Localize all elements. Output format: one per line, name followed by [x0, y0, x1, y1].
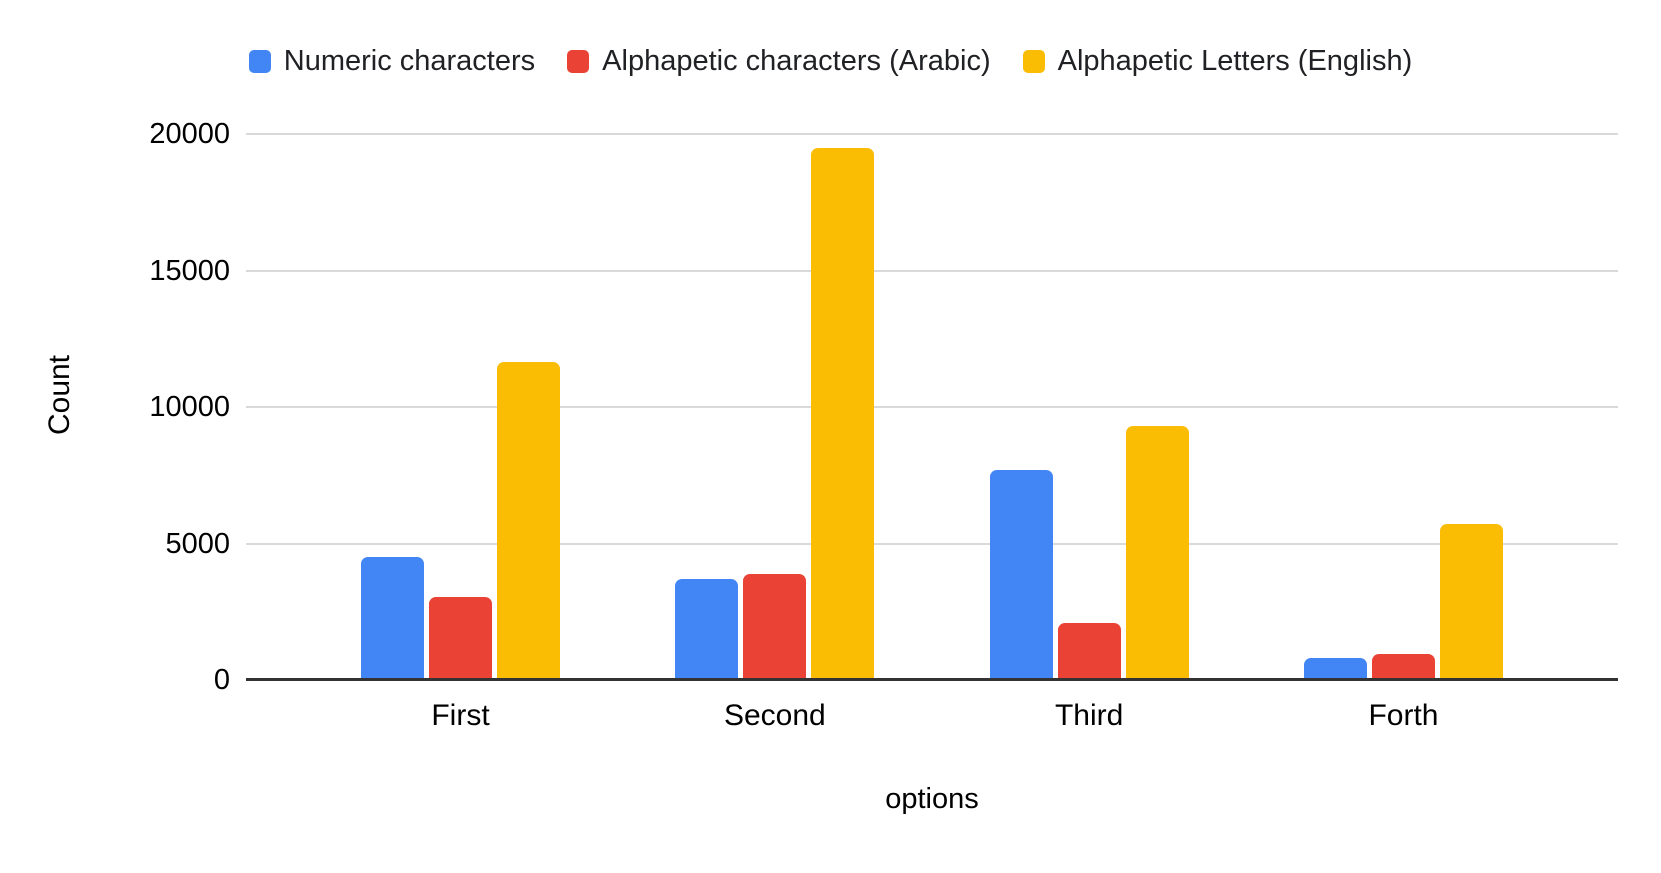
y-tick-label: 10000: [149, 391, 230, 423]
bar-forth: [1439, 524, 1503, 680]
gridline: [246, 269, 1618, 272]
bar-third: [1125, 426, 1189, 680]
bar-second: [811, 147, 875, 680]
bar-first: [497, 362, 560, 680]
bar-group-forth: [1303, 524, 1503, 680]
y-tick-label: 5000: [165, 527, 230, 560]
bar-third: [1057, 622, 1121, 680]
x-category-label: Second: [723, 699, 826, 732]
y-axis-tick-labels: 0 5000 10000 15000 20000: [0, 118, 230, 696]
legend-swatch-icon: [1022, 50, 1045, 74]
legend-item-3: Alphapetic Letters (English): [1022, 45, 1413, 78]
bar-second: [743, 573, 807, 680]
bar-first: [429, 596, 492, 680]
chart-legend: Numeric characters Alphapetic characters …: [0, 45, 1661, 78]
legend-swatch-icon: [248, 50, 271, 74]
legend-item-2: Alphapetic characters (Arabic): [567, 45, 991, 78]
legend-label: Alphapetic Letters (English): [1057, 45, 1413, 77]
y-tick-label: 20000: [149, 118, 230, 150]
bar-group-second: [675, 147, 875, 680]
bar-group-third: [989, 426, 1189, 680]
bar-forth: [1371, 654, 1435, 680]
legend-label: Numeric characters: [283, 45, 536, 77]
bar-third: [989, 469, 1053, 680]
gridline: [246, 133, 1618, 135]
y-tick-label: 0: [213, 664, 230, 696]
x-category-label: Forth: [1368, 699, 1439, 732]
bar-second: [675, 579, 739, 680]
x-category-label: Third: [1054, 699, 1124, 732]
gridline: [246, 542, 1618, 545]
legend-item-1: Numeric characters: [248, 45, 536, 78]
bar-group-first: [361, 362, 560, 680]
y-tick-label: 15000: [149, 254, 230, 287]
bar-first: [361, 557, 424, 680]
x-category-label: First: [431, 699, 490, 732]
gridline: [246, 406, 1618, 408]
bar-forth: [1303, 658, 1367, 680]
legend-swatch-icon: [567, 50, 590, 74]
legend-label: Alphapetic characters (Arabic): [602, 45, 991, 77]
x-axis-line: [246, 678, 1618, 681]
x-axis-title: options: [885, 783, 979, 815]
plot-area: [246, 133, 1618, 681]
